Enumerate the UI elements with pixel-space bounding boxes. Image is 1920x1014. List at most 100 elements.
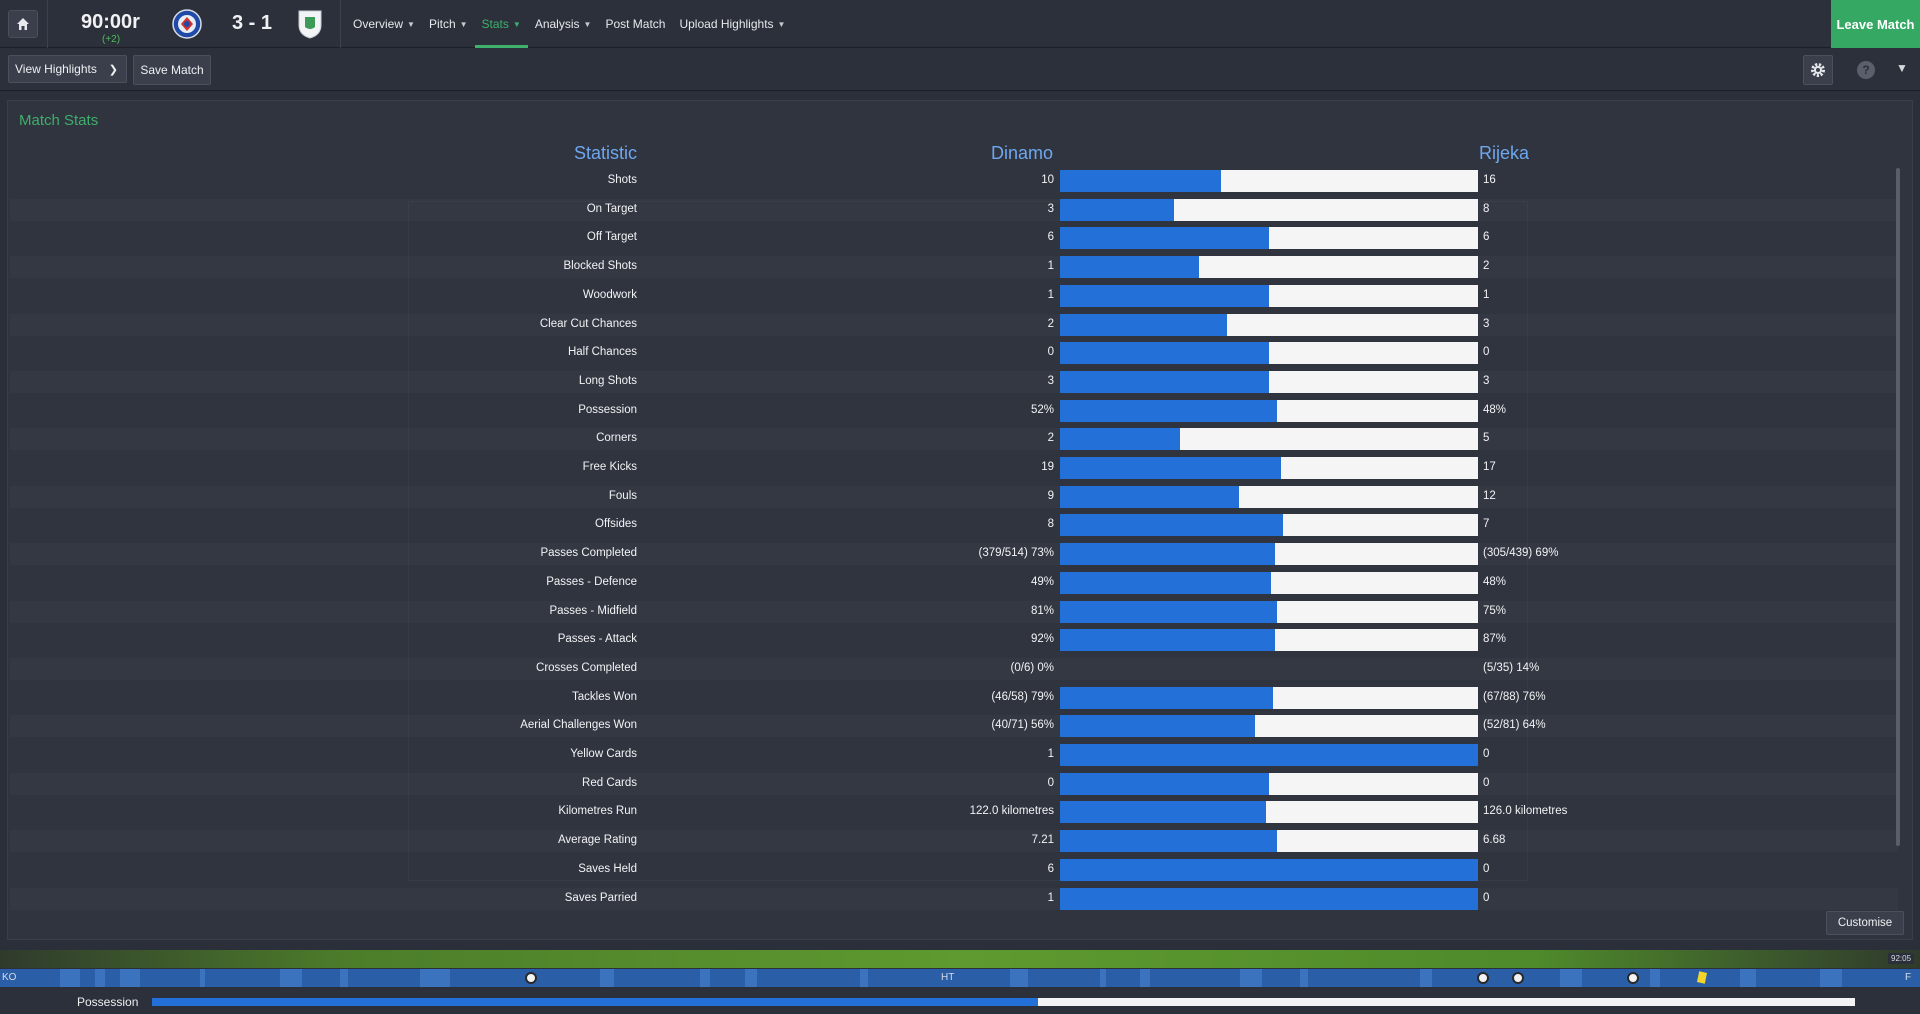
stat-row: Kilometres Run 122.0 kilometres 126.0 kilo…	[10, 801, 1898, 824]
home-share-fill	[1060, 284, 1269, 307]
comparison-bar	[1060, 428, 1478, 451]
top-bar: 90:00r (+2) 3 - 1 Overview ▼ Pitch ▼ Stats…	[0, 0, 1920, 48]
comparison-bar	[1060, 457, 1478, 479]
home-value: 3	[1047, 202, 1054, 215]
home-share-fill	[1060, 313, 1228, 336]
away-value: 0	[1483, 776, 1490, 789]
away-value: 87%	[1483, 633, 1507, 646]
stat-row: Yellow Cards 1 0	[10, 744, 1898, 766]
chevron-down-icon[interactable]: ▼	[1896, 61, 1908, 75]
comparison-bar	[1060, 686, 1478, 709]
goal-event-icon[interactable]	[1477, 972, 1489, 984]
column-header-statistic: Statistic	[574, 143, 638, 163]
home-value: 2	[1047, 317, 1054, 330]
timeline-segment	[340, 969, 348, 987]
nav-post-match[interactable]: Post Match	[598, 0, 672, 48]
home-value: 7.21	[1031, 834, 1054, 847]
away-value: (5/35) 14%	[1483, 661, 1540, 674]
timeline-segment	[1740, 969, 1756, 987]
stat-row: Half Chances 0 0	[10, 342, 1898, 365]
match-score: 3 - 1	[232, 12, 273, 34]
home-share-fill	[1060, 485, 1240, 508]
away-value: 16	[1483, 174, 1496, 186]
nav-analysis[interactable]: Analysis ▼	[528, 0, 599, 48]
match-clock: 90:00r	[81, 11, 140, 33]
stat-label: Saves Held	[578, 862, 637, 875]
yellow-card-icon[interactable]	[1696, 971, 1708, 984]
stat-row: Saves Held 6 0	[10, 858, 1898, 881]
nav-stats[interactable]: Stats ▼	[474, 0, 529, 48]
customise-button[interactable]: Customise	[1826, 911, 1904, 935]
timeline-segment	[1100, 969, 1106, 987]
timeline-segment	[60, 969, 80, 987]
chevron-down-icon: ▼	[777, 19, 786, 29]
view-highlights-dropdown[interactable]: View Highlights ❯	[8, 55, 127, 83]
home-button[interactable]	[8, 10, 38, 38]
away-value: 17	[1483, 461, 1496, 473]
stat-row: Aerial Challenges Won (40/71) 56% (52/81) …	[10, 715, 1898, 738]
nav-label: Pitch	[428, 17, 456, 31]
scrollbar[interactable]	[1896, 168, 1900, 846]
timeline-segment	[1560, 969, 1582, 987]
comparison-bar	[1060, 256, 1478, 279]
comparison-bar	[1060, 744, 1478, 766]
stat-row: Off Target 6 6	[10, 227, 1898, 250]
home-share-fill	[1060, 715, 1256, 738]
match-stats-panel	[7, 100, 1913, 940]
away-value: 3	[1483, 374, 1490, 387]
comparison-bar	[1060, 284, 1478, 307]
away-value: (67/88) 76%	[1483, 690, 1546, 703]
timeline-time: 92:05	[1888, 953, 1915, 964]
home-value: (40/71) 56%	[991, 719, 1054, 732]
match-timeline[interactable]: KO HT F	[0, 969, 1920, 987]
timeline-segment	[1420, 969, 1432, 987]
timeline-segment	[600, 969, 614, 987]
nav-upload-highlights[interactable]: Upload Highlights ▼	[672, 0, 792, 48]
nav-pitch[interactable]: Pitch ▼	[422, 0, 475, 48]
leave-match-button[interactable]: Leave Match	[1831, 0, 1920, 48]
home-value: 6	[1047, 231, 1054, 244]
goal-event-icon[interactable]	[1512, 972, 1524, 984]
stat-label: Half Chances	[567, 346, 637, 359]
help-icon[interactable]: ?	[1857, 61, 1875, 79]
save-match-button[interactable]: Save Match	[133, 55, 211, 85]
home-value: (46/58) 79%	[991, 690, 1054, 703]
possession-home-fill	[152, 998, 1038, 1006]
stat-label: Blocked Shots	[563, 260, 637, 273]
nav-overview[interactable]: Overview ▼	[346, 0, 422, 48]
chevron-down-icon: ▼	[512, 19, 521, 29]
comparison-bar	[1060, 342, 1478, 365]
timeline-segment	[1650, 969, 1660, 987]
timeline-segment	[1240, 969, 1262, 987]
comparison-bar	[1060, 571, 1478, 594]
home-value: 1	[1047, 288, 1054, 301]
away-value: 0	[1483, 891, 1490, 904]
stat-row: Long Shots 3 3	[10, 370, 1898, 393]
away-value: 2	[1483, 260, 1490, 273]
home-team-crest-icon	[172, 9, 202, 39]
stat-row: Passes Completed (379/514) 73% (305/439) 6…	[10, 543, 1898, 566]
stat-label: Passes Completed	[540, 547, 637, 560]
comparison-bar	[1060, 313, 1478, 336]
settings-button[interactable]	[1803, 55, 1833, 85]
stat-label: Possession	[578, 403, 637, 416]
stat-row: Crosses Completed (0/6) 0% (5/35) 14%	[10, 658, 1898, 680]
away-value: 0	[1483, 346, 1490, 359]
home-value: 6	[1047, 862, 1054, 875]
comparison-bar	[1060, 543, 1478, 566]
away-value: (52/81) 64%	[1483, 719, 1546, 732]
stat-label: Passes - Defence	[546, 575, 637, 588]
goal-event-icon[interactable]	[525, 972, 537, 984]
comparison-bar	[1060, 198, 1478, 221]
timeline-segment	[420, 969, 450, 987]
away-value: 5	[1483, 432, 1490, 445]
stat-label: Off Target	[586, 231, 637, 244]
stat-label: Clear Cut Chances	[539, 317, 637, 330]
nav-label: Overview	[353, 17, 404, 31]
timeline-segment	[1300, 969, 1308, 987]
column-header-home-team: Dinamo	[991, 143, 1054, 163]
timeline-segment	[1140, 969, 1150, 987]
stat-row: On Target 3 8	[10, 198, 1898, 221]
goal-event-icon[interactable]	[1627, 972, 1639, 984]
home-share-fill	[1060, 686, 1274, 709]
